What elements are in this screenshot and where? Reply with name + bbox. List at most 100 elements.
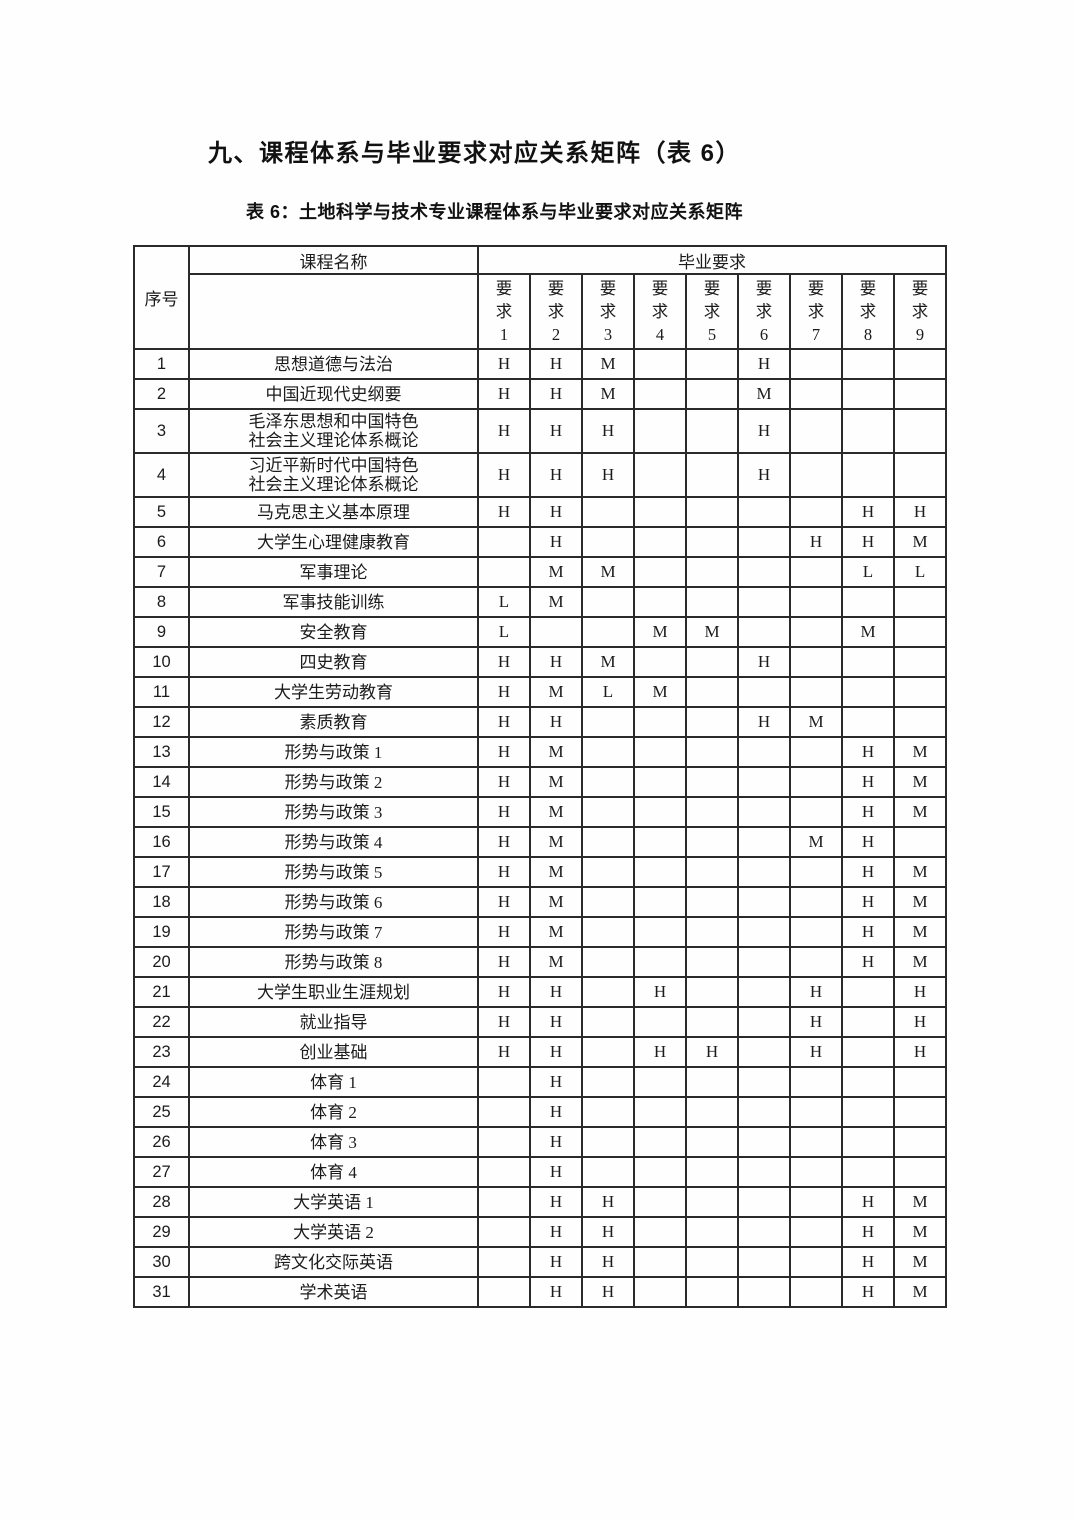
header-course-empty-cell [188,273,479,350]
matrix-value-cell-req1 [477,1246,531,1278]
matrix-value-cell-req9: L [892,556,948,588]
matrix-value-cell-req7 [789,1186,843,1218]
matrix-value-cell-req1 [477,1216,531,1248]
course-name-cell: 形势与政策 7 [188,916,479,948]
matrix-value-cell-req6 [737,1276,791,1308]
matrix-value-cell-req8: L [841,556,895,588]
matrix-value-cell-req3: H [581,408,635,454]
matrix-value-cell-req1 [477,1066,531,1098]
matrix-value-cell-req9: H [892,976,948,1008]
table-row: 30 跨文化交际英语 H H H M [133,1246,948,1278]
matrix-value-cell-req6 [737,796,791,828]
matrix-value-cell-req3: L [581,676,635,708]
matrix-value-cell-req2: M [529,766,583,798]
matrix-value-cell-req6 [737,1126,791,1158]
matrix-value-cell-req8: M [841,616,895,648]
matrix-value-cell-req7 [789,556,843,588]
row-number-cell: 11 [133,676,190,708]
matrix-value-cell-req9: M [892,766,948,798]
matrix-value-cell-req9 [892,1096,948,1128]
matrix-value-cell-req5 [685,946,739,978]
matrix-value-cell-req5 [685,1126,739,1158]
requirement-header-3: 要 求 3 [581,273,635,350]
row-number-cell: 10 [133,646,190,678]
matrix-value-cell-req8 [841,378,895,410]
row-number-cell: 20 [133,946,190,978]
matrix-value-cell-req6: H [737,452,791,498]
matrix-value-cell-req5 [685,856,739,888]
matrix-value-cell-req9: M [892,1216,948,1248]
matrix-value-cell-req8 [841,646,895,678]
course-name-cell: 形势与政策 6 [188,886,479,918]
matrix-value-cell-req4 [633,556,687,588]
course-name-cell: 习近平新时代中国特色 社会主义理论体系概论 [188,452,479,498]
requirement-header-8: 要 求 8 [841,273,895,350]
matrix-value-cell-req6: H [737,348,791,380]
matrix-value-cell-req3: H [581,1216,635,1248]
matrix-value-cell-req2: H [529,1156,583,1188]
matrix-value-cell-req2: H [529,646,583,678]
matrix-value-cell-req2: H [529,1126,583,1158]
matrix-value-cell-req3 [581,496,635,528]
course-name-cell: 毛泽东思想和中国特色 社会主义理论体系概论 [188,408,479,454]
matrix-value-cell-req2: M [529,946,583,978]
matrix-value-cell-req1 [477,1126,531,1158]
matrix-value-cell-req7 [789,496,843,528]
matrix-value-cell-req2: H [529,1186,583,1218]
matrix-value-cell-req5 [685,1096,739,1128]
table-row: 22 就业指导 H H H H [133,1006,948,1038]
matrix-value-cell-req7 [789,676,843,708]
row-number-cell: 26 [133,1126,190,1158]
matrix-value-cell-req2: H [529,1096,583,1128]
matrix-value-cell-req2: H [529,1036,583,1068]
matrix-value-cell-req3 [581,706,635,738]
matrix-value-cell-req1: H [477,676,531,708]
matrix-value-cell-req9 [892,452,948,498]
row-number-cell: 25 [133,1096,190,1128]
matrix-value-cell-req5 [685,766,739,798]
matrix-value-cell-req5 [685,1246,739,1278]
course-name-cell: 大学生劳动教育 [188,676,479,708]
matrix-value-cell-req8: H [841,946,895,978]
matrix-value-cell-req6 [737,1066,791,1098]
matrix-value-cell-req8 [841,706,895,738]
matrix-value-cell-req9 [892,348,948,380]
table-caption: 表 6：土地科学与技术专业课程体系与毕业要求对应关系矩阵 [246,202,744,222]
matrix-value-cell-req3: H [581,1276,635,1308]
matrix-value-cell-req2: M [529,796,583,828]
matrix-value-cell-req3 [581,886,635,918]
row-number-cell: 31 [133,1276,190,1308]
table-row: 31 学术英语 H H H M [133,1276,948,1308]
matrix-value-cell-req4 [633,378,687,410]
matrix-value-cell-req4 [633,1156,687,1188]
matrix-value-cell-req9: M [892,886,948,918]
matrix-value-cell-req9: H [892,496,948,528]
row-number-cell: 23 [133,1036,190,1068]
matrix-value-cell-req6 [737,766,791,798]
row-number-cell: 13 [133,736,190,768]
matrix-value-cell-req1: H [477,378,531,410]
matrix-value-cell-req4: M [633,676,687,708]
matrix-value-cell-req3 [581,616,635,648]
row-number-cell: 9 [133,616,190,648]
requirement-header-6: 要 求 6 [737,273,791,350]
matrix-value-cell-req1: H [477,796,531,828]
header-row-top: 序号 课程名称 毕业要求 [133,245,948,350]
matrix-value-cell-req8: H [841,1246,895,1278]
matrix-value-cell-req5 [685,646,739,678]
row-number-cell: 27 [133,1156,190,1188]
row-number-cell: 8 [133,586,190,618]
table-row: 21 大学生职业生涯规划 H H H H H [133,976,948,1008]
row-number-cell: 18 [133,886,190,918]
matrix-value-cell-req4 [633,856,687,888]
matrix-value-cell-req3 [581,856,635,888]
matrix-value-cell-req1: H [477,706,531,738]
matrix-value-cell-req6 [737,616,791,648]
matrix-value-cell-req9: M [892,1246,948,1278]
matrix-value-cell-req9: H [892,1006,948,1038]
matrix-value-cell-req2: H [529,1006,583,1038]
matrix-value-cell-req1: H [477,496,531,528]
matrix-value-cell-req7 [789,856,843,888]
matrix-value-cell-req3: M [581,646,635,678]
